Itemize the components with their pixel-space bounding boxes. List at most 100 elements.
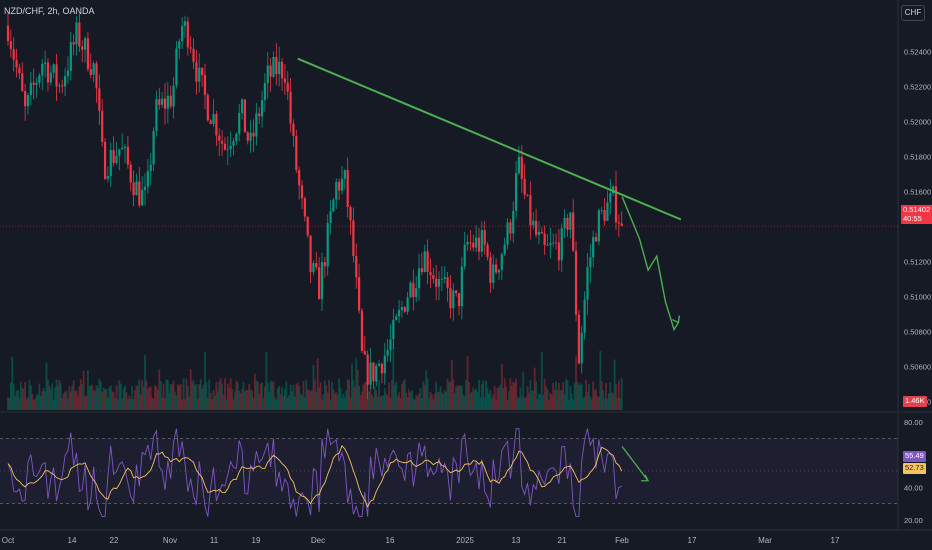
volume-bar bbox=[318, 387, 321, 410]
volume-bar bbox=[64, 391, 66, 410]
candle bbox=[432, 268, 435, 284]
volume-bar bbox=[45, 362, 48, 410]
candle-body bbox=[46, 62, 50, 83]
candle bbox=[480, 221, 483, 257]
volume-bar bbox=[97, 388, 99, 410]
volume-bar bbox=[469, 393, 472, 410]
candle-body bbox=[169, 95, 172, 107]
candle-body bbox=[372, 362, 375, 382]
volume-bar bbox=[368, 391, 370, 410]
candle-body bbox=[209, 120, 212, 124]
volume-bar bbox=[49, 389, 52, 410]
candle bbox=[318, 257, 321, 300]
candle bbox=[278, 46, 281, 87]
price-tick-label: 0.50800 bbox=[904, 327, 931, 336]
volume-bar bbox=[218, 381, 221, 410]
volume-bar bbox=[144, 355, 146, 410]
candle-body bbox=[266, 65, 269, 84]
volume-bar bbox=[399, 398, 402, 410]
volume-bar bbox=[553, 389, 556, 410]
candle-body bbox=[537, 232, 541, 236]
candle-body bbox=[186, 21, 189, 48]
volume-bar bbox=[252, 397, 255, 410]
volume-tag: 1.46K bbox=[903, 396, 927, 407]
volume-bar bbox=[72, 380, 75, 410]
candle-body bbox=[123, 146, 127, 148]
volume-bar bbox=[95, 385, 98, 410]
volume-bar bbox=[108, 387, 111, 410]
candle-body bbox=[249, 132, 252, 141]
volume-bar bbox=[540, 352, 543, 410]
countdown-value: 40:55 bbox=[903, 213, 922, 223]
volume-bar bbox=[77, 395, 79, 410]
volume-bar bbox=[156, 390, 159, 410]
candle bbox=[303, 196, 306, 222]
volume-bar bbox=[311, 390, 313, 410]
candle bbox=[258, 107, 261, 125]
volume-bar bbox=[94, 391, 96, 410]
candle bbox=[323, 256, 326, 278]
candle bbox=[335, 178, 338, 209]
volume-bar bbox=[456, 385, 459, 410]
volume-bar bbox=[302, 380, 305, 410]
volume-bar bbox=[398, 392, 400, 410]
volume-bar bbox=[192, 380, 195, 410]
candle-body bbox=[295, 136, 298, 171]
volume-bar bbox=[492, 394, 495, 410]
rsi-tick-label: 80.00 bbox=[904, 418, 923, 427]
volume-bar bbox=[358, 385, 361, 410]
candle bbox=[589, 244, 592, 283]
candle bbox=[472, 234, 475, 252]
volume-bar bbox=[179, 383, 182, 410]
volume-bar bbox=[22, 388, 25, 410]
candle-body bbox=[306, 216, 309, 236]
candle bbox=[152, 127, 155, 171]
candle-body bbox=[83, 38, 87, 50]
candle-body bbox=[409, 282, 412, 298]
candle-body bbox=[289, 91, 292, 124]
candle bbox=[109, 142, 112, 187]
volume-bar bbox=[279, 394, 282, 410]
volume-bar bbox=[568, 399, 570, 410]
volume-bar bbox=[596, 395, 599, 410]
candle bbox=[235, 132, 238, 146]
candle-body bbox=[198, 67, 201, 82]
candle bbox=[534, 208, 538, 238]
candle-body bbox=[21, 73, 24, 92]
symbol-label[interactable]: NZD/CHF, 2h, OANDA bbox=[4, 6, 95, 16]
candle-body bbox=[515, 173, 518, 211]
candle bbox=[437, 271, 441, 301]
volume-bar bbox=[239, 392, 242, 410]
candle bbox=[49, 65, 52, 86]
volume-bar bbox=[21, 388, 24, 410]
volume-bar bbox=[448, 382, 450, 410]
candle bbox=[537, 221, 541, 245]
candle bbox=[489, 251, 492, 293]
candle-body bbox=[369, 362, 372, 385]
volume-bar bbox=[550, 394, 553, 410]
volume-bar bbox=[430, 394, 433, 410]
volume-bar bbox=[362, 384, 365, 410]
candle bbox=[597, 208, 600, 246]
volume-bar bbox=[244, 391, 246, 410]
volume-bar bbox=[78, 386, 81, 410]
volume-bar bbox=[315, 392, 318, 410]
candle bbox=[503, 237, 506, 256]
candle bbox=[155, 90, 158, 137]
volume-bar bbox=[480, 384, 483, 410]
volume-bar bbox=[75, 390, 78, 410]
candle bbox=[252, 119, 255, 152]
volume-bar bbox=[107, 397, 109, 410]
candle bbox=[358, 263, 361, 314]
volume-bar bbox=[152, 398, 155, 410]
currency-button[interactable]: CHF bbox=[901, 5, 925, 21]
candle bbox=[129, 161, 132, 192]
volume-bar bbox=[138, 379, 141, 410]
volume-bar bbox=[526, 386, 529, 410]
volume-bar bbox=[69, 391, 72, 410]
volume-bar bbox=[440, 392, 443, 410]
candle-body bbox=[534, 220, 538, 236]
candle-body bbox=[543, 233, 546, 246]
volume-bar bbox=[159, 381, 162, 410]
